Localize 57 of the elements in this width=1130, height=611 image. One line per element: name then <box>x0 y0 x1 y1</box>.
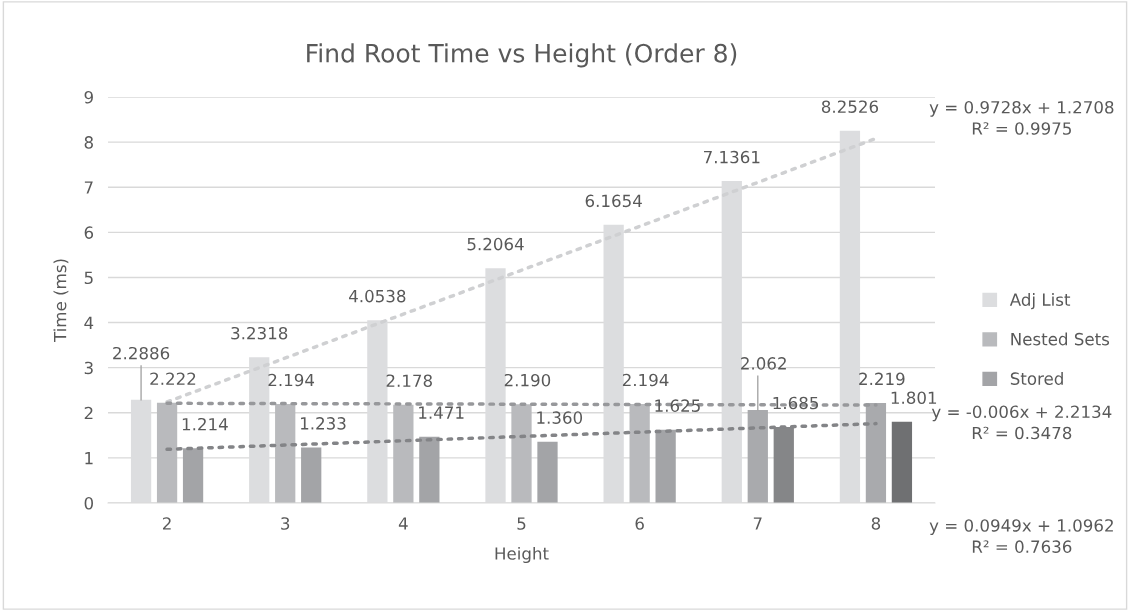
y-tick-label: 3 <box>84 361 93 375</box>
chart-title: Find Root Time vs Height (Order 8) <box>307 43 737 68</box>
bar <box>865 402 887 503</box>
data-label: 5.2064 <box>467 237 524 251</box>
data-label: 2.062 <box>741 357 786 370</box>
data-label: 2.2886 <box>113 346 170 360</box>
x-tick-label: 6 <box>635 517 644 530</box>
bar <box>629 404 650 503</box>
data-label: 2.194 <box>268 373 315 387</box>
legend-label: Adj List <box>1009 293 1071 310</box>
bar <box>419 436 440 503</box>
data-label: 4.0538 <box>349 289 406 303</box>
data-label: 6.1654 <box>585 194 642 208</box>
y-tick-label: 2 <box>84 406 93 420</box>
data-label: 2.194 <box>622 373 669 387</box>
y-tick-label: 7 <box>84 181 93 194</box>
bar <box>655 429 676 503</box>
data-label: 3.2318 <box>231 326 288 340</box>
bar <box>393 404 414 503</box>
x-tick-label: 5 <box>517 517 526 530</box>
bar <box>301 447 322 503</box>
legend-label: Nested Sets <box>1011 332 1110 346</box>
data-label: 1.214 <box>182 417 228 431</box>
y-tick-label: 6 <box>84 226 94 239</box>
data-label: 1.471 <box>419 406 464 419</box>
bar <box>182 448 204 503</box>
annotation: y = -0.006x + 2.2134 R² = 0.3478 <box>931 405 1112 440</box>
data-label: 2.190 <box>504 373 551 387</box>
y-tick-label: 5 <box>84 271 93 285</box>
bar <box>511 404 532 503</box>
y-tick-label: 0 <box>84 496 93 510</box>
x-tick-label: 4 <box>398 517 408 530</box>
y-axis-title: Time (ms) <box>53 259 69 343</box>
y-tick-label: 8 <box>84 136 93 149</box>
text: y = 0.0949x + 1.0962 R² = 0.7636 <box>929 519 1113 553</box>
data-label: 2.222 <box>150 372 196 385</box>
data-label: 7.1361 <box>704 150 760 164</box>
data-label: 2.178 <box>386 374 432 388</box>
y-tick-label: 9 <box>84 90 93 104</box>
bar <box>537 441 558 503</box>
x-axis-title: Height <box>495 546 549 564</box>
y-tick-label: 4 <box>84 316 94 329</box>
x-tick-label: 7 <box>753 517 762 530</box>
bar <box>275 404 296 503</box>
data-label: 1.360 <box>537 411 583 424</box>
data-label: 8.2526 <box>821 100 879 113</box>
x-tick-label: 3 <box>281 517 290 530</box>
bar <box>156 402 178 503</box>
data-label: 1.801 <box>891 391 937 405</box>
bar <box>891 421 913 503</box>
data-label: 1.233 <box>300 417 346 430</box>
x-tick-label: 8 <box>871 517 881 530</box>
legend-label: Stored <box>1010 372 1063 385</box>
x-tick-label: 2 <box>162 517 171 530</box>
data-label: 2.219 <box>859 372 905 386</box>
y-tick-label: 1 <box>85 452 93 465</box>
annotation: y = 0.9728x + 1.2708 R² = 0.9975 <box>929 100 1114 135</box>
